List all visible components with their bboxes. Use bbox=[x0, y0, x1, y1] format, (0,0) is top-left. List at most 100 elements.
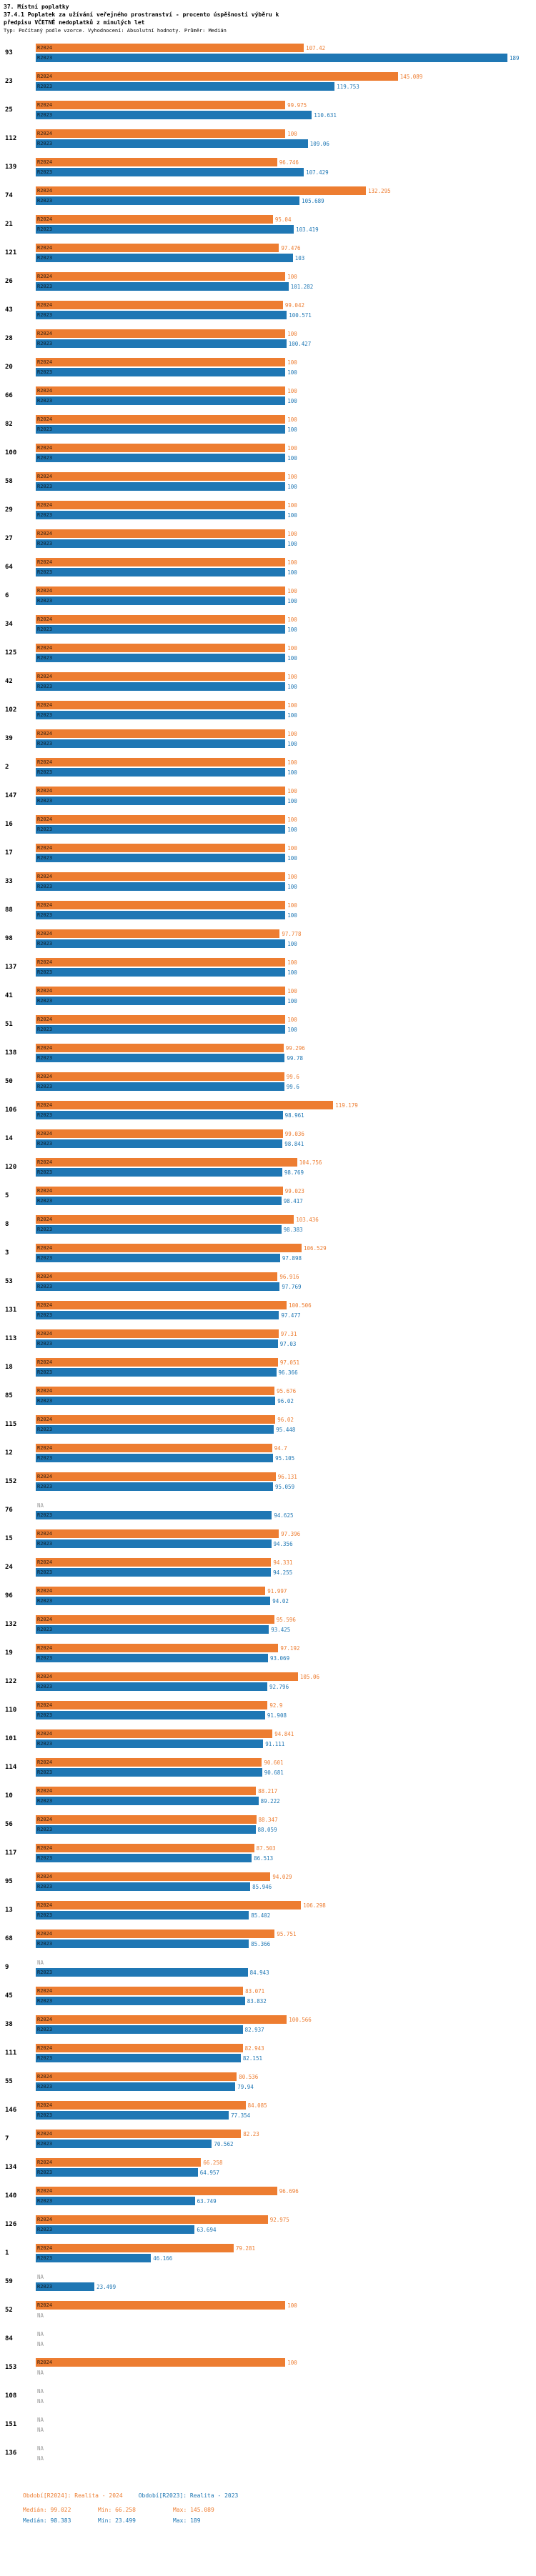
bar-row-r2024: R2024 100 bbox=[36, 900, 536, 910]
value-label-r2023: 100 bbox=[287, 597, 297, 604]
group-id-label: 114 bbox=[5, 1763, 17, 1771]
bar-row-r2024: R2024 100.566 bbox=[36, 2015, 536, 2025]
bar-r2023: R2023 bbox=[36, 1768, 262, 1777]
group-bars: R2024 99.042 R2023 100.571 bbox=[36, 300, 536, 320]
value-label-r2023: 100 bbox=[287, 626, 297, 633]
bar-r2024: R2024 bbox=[36, 529, 286, 539]
bar-r2024: R2024 bbox=[36, 1815, 257, 1824]
value-label-r2024: 100 bbox=[287, 673, 297, 680]
group-id-label: 1 bbox=[5, 2249, 9, 2257]
series-label-r2024: R2024 bbox=[37, 902, 53, 908]
value-label-r2023: 82.937 bbox=[244, 2026, 264, 2033]
bar-row-r2023: R2023 46.166 bbox=[36, 2253, 536, 2263]
chart-group: 131 R2024 100.506 R2023 97.477 bbox=[0, 1296, 536, 1324]
series-label-r2024: R2024 bbox=[37, 1302, 53, 1308]
series-label-r2023: R2023 bbox=[37, 2198, 53, 2204]
series-label-r2024: R2024 bbox=[37, 1874, 53, 1879]
series-label-r2024: R2024 bbox=[37, 1531, 53, 1537]
bar-row-r2024: R2024 100 bbox=[36, 843, 536, 853]
series-label-r2024: R2024 bbox=[37, 1674, 53, 1679]
group-bars: R2024 100 R2023 100 bbox=[36, 643, 536, 663]
series-label-r2024: R2024 bbox=[37, 1217, 53, 1222]
bar-row-r2024: R2024 97.051 bbox=[36, 1357, 536, 1367]
value-label-r2024: 100 bbox=[287, 530, 297, 537]
stat-median-r2024: Medián: 99.022 bbox=[23, 2506, 71, 2513]
value-label-r2023: 98.961 bbox=[284, 1112, 304, 1119]
bar-row-r2024: R2024 100 bbox=[36, 2300, 536, 2310]
chart-group: 76 NA R2023 94.625 bbox=[0, 1496, 536, 1524]
series-label-r2024: R2024 bbox=[37, 445, 53, 451]
series-label-r2024: R2024 bbox=[37, 188, 53, 194]
series-label-r2023: R2023 bbox=[37, 626, 53, 632]
page-title: 37. Místní poplatky bbox=[4, 4, 69, 10]
group-id-label: 68 bbox=[5, 1935, 13, 1942]
chart-group: 17 R2024 100 R2023 100 bbox=[0, 839, 536, 867]
group-bars: R2024 96.02 R2023 95.448 bbox=[36, 1414, 536, 1434]
value-label-r2023: 85.366 bbox=[251, 1940, 271, 1947]
value-label-r2023: 100 bbox=[287, 1026, 297, 1033]
bar-row-r2023: R2023 64.957 bbox=[36, 2167, 536, 2177]
chart-group: 108 NA NA bbox=[0, 2382, 536, 2410]
bar-r2023: R2023 bbox=[36, 825, 286, 834]
value-label-r2023: 98.383 bbox=[283, 1226, 303, 1233]
bar-row-r2024: R2024 100 bbox=[36, 271, 536, 281]
chart-group: 138 R2024 99.296 R2023 99.78 bbox=[0, 1039, 536, 1067]
chart-group: 41 R2024 100 R2023 100 bbox=[0, 982, 536, 1010]
group-bars: R2024 100 R2023 100 bbox=[36, 414, 536, 434]
value-label-r2024: 100 bbox=[287, 816, 297, 823]
bar-row-r2023: R2023 100 bbox=[36, 996, 536, 1006]
bar-r2023: R2023 bbox=[36, 911, 286, 920]
series-label-r2024: R2024 bbox=[37, 1331, 53, 1337]
group-id-label: 8 bbox=[5, 1220, 9, 1228]
series-label-r2023: R2023 bbox=[37, 1455, 53, 1461]
value-label-r2024: 100 bbox=[287, 359, 297, 366]
group-id-label: 52 bbox=[5, 2306, 13, 2314]
value-label-r2023: 86.513 bbox=[254, 1854, 274, 1862]
group-bars: R2024 132.295 R2023 105.689 bbox=[36, 186, 536, 206]
bar-row-r2023: NA bbox=[36, 2425, 536, 2435]
bar-row-r2024: R2024 84.085 bbox=[36, 2100, 536, 2110]
value-label-r2023: 100 bbox=[287, 712, 297, 719]
bar-row-r2024: R2024 100 bbox=[36, 471, 536, 481]
bar-row-r2024: R2024 103.436 bbox=[36, 1214, 536, 1224]
bar-row-r2024: R2024 100 bbox=[36, 129, 536, 139]
series-label-r2023: R2023 bbox=[37, 1855, 53, 1861]
value-label-r2023: 70.562 bbox=[214, 2140, 234, 2147]
value-label-r2024: 92.975 bbox=[269, 2216, 289, 2223]
series-label-r2023: R2023 bbox=[37, 2170, 53, 2175]
group-id-label: 102 bbox=[5, 706, 17, 714]
value-label-r2024: 100 bbox=[287, 559, 297, 566]
group-id-label: 132 bbox=[5, 1620, 17, 1628]
series-label-r2023: R2023 bbox=[37, 684, 53, 689]
group-bars: R2024 83.071 R2023 83.832 bbox=[36, 1986, 536, 2006]
bar-row-r2023: R2023 79.94 bbox=[36, 2082, 536, 2092]
value-label-r2023: 119.753 bbox=[337, 83, 359, 90]
value-label-r2024: 100 bbox=[287, 473, 297, 480]
bar-row-r2023: R2023 94.255 bbox=[36, 1567, 536, 1577]
series-label-r2023: R2023 bbox=[37, 1255, 53, 1261]
value-label-r2024: 92.9 bbox=[269, 1702, 283, 1709]
bar-r2024: R2024 bbox=[36, 958, 286, 967]
stat-max-r2024: Max: 145.089 bbox=[173, 2506, 214, 2513]
bar-r2024: R2024 bbox=[36, 1215, 294, 1224]
bar-r2024: R2024 bbox=[36, 44, 304, 53]
series-label-r2023: R2023 bbox=[37, 398, 53, 404]
value-label-r2023: 63.694 bbox=[197, 2226, 217, 2233]
bar-row-r2023: R2023 95.059 bbox=[36, 1482, 536, 1492]
value-label-r2024: 94.331 bbox=[273, 1559, 293, 1566]
series-label-r2024: R2024 bbox=[37, 1731, 53, 1737]
group-bars: R2024 100 R2023 101.282 bbox=[36, 271, 536, 291]
bar-r2023: R2023 bbox=[36, 311, 287, 320]
series-label-r2024: R2024 bbox=[37, 1559, 53, 1565]
bar-row-r2023: R2023 98.417 bbox=[36, 1196, 536, 1206]
series-label-r2024: R2024 bbox=[37, 1188, 53, 1194]
bar-r2024: R2024 bbox=[36, 501, 286, 510]
bar-row-r2023: R2023 82.151 bbox=[36, 2053, 536, 2063]
series-label-r2023: R2023 bbox=[37, 1198, 53, 1204]
value-label-r2024: 91.997 bbox=[267, 1587, 287, 1594]
bar-r2024: R2024 bbox=[36, 701, 286, 710]
bar-row-r2024: R2024 100 bbox=[36, 814, 536, 824]
group-bars: R2024 96.696 R2023 63.749 bbox=[36, 2186, 536, 2206]
bar-r2023: R2023 bbox=[36, 797, 286, 806]
